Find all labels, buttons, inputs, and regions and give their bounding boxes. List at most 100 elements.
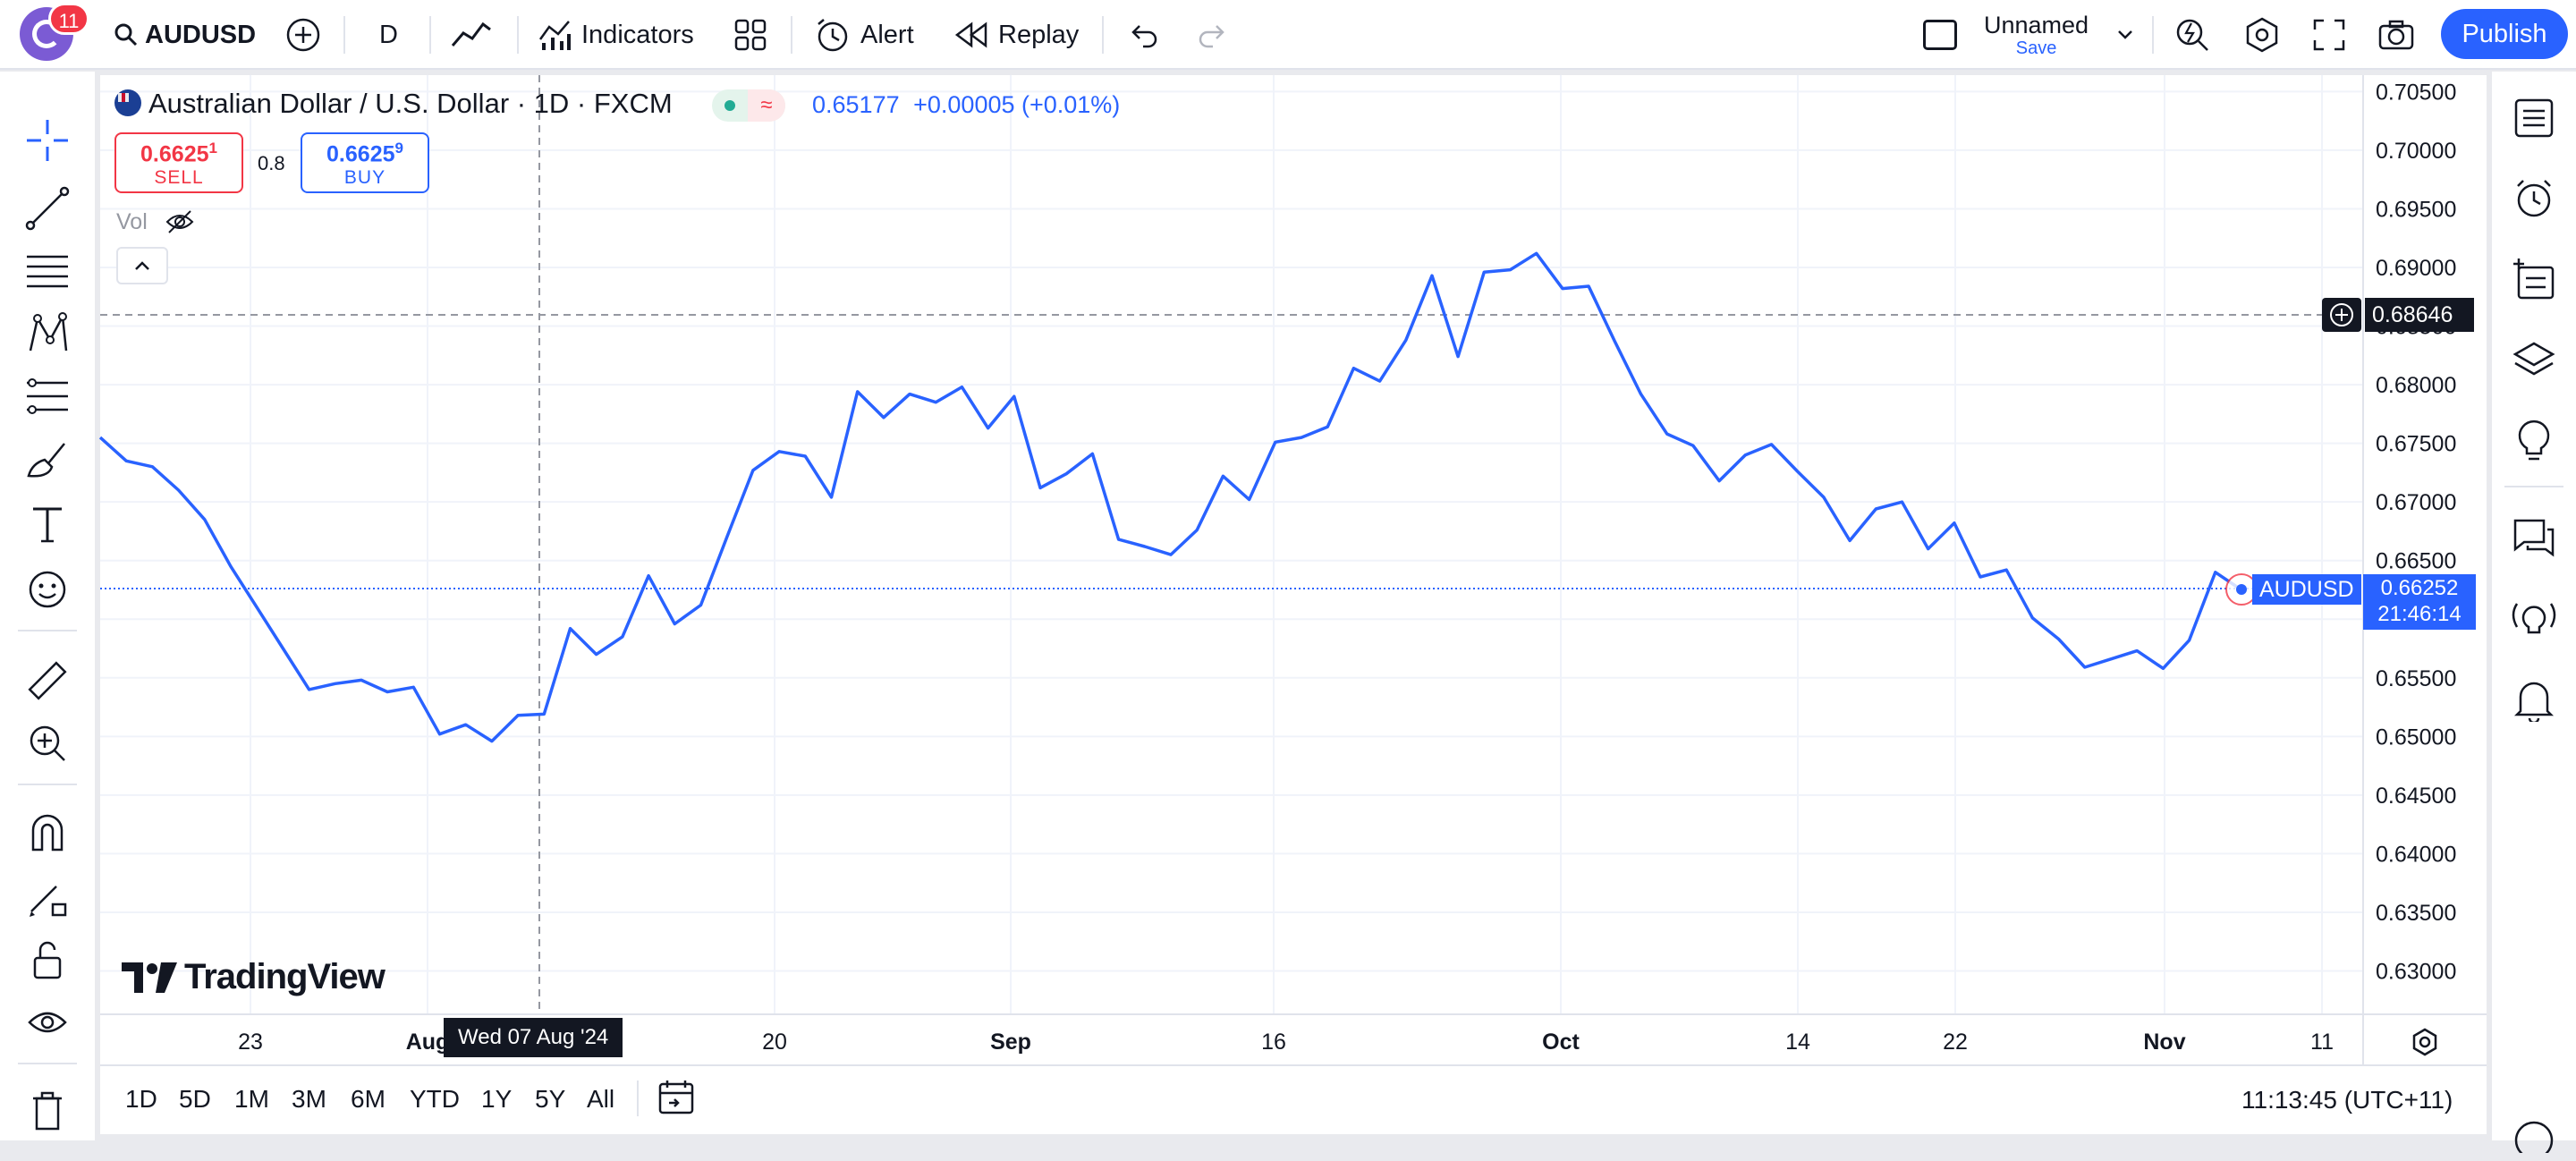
collapse-legend-button[interactable]: [116, 247, 168, 284]
last-price-label: 0.66252 21:46:14: [2363, 574, 2476, 630]
smiley-icon: [29, 571, 66, 608]
pencil-lock-icon: [30, 886, 67, 917]
range-button-1d[interactable]: 1D: [125, 1085, 157, 1113]
chart-pane[interactable]: [100, 75, 2487, 1134]
templates-button[interactable]: [733, 0, 767, 70]
range-button-all[interactable]: All: [587, 1085, 615, 1113]
compare-symbol-button[interactable]: [284, 0, 322, 70]
layout-dropdown[interactable]: [2116, 0, 2134, 70]
lock-all-tool[interactable]: [23, 936, 72, 984]
range-button-6m[interactable]: 6M: [351, 1085, 386, 1113]
square-icon: [1923, 20, 1957, 50]
ideas-button[interactable]: [2508, 414, 2560, 466]
brush-tool[interactable]: [23, 435, 72, 483]
text-tool[interactable]: [23, 501, 72, 549]
layout-checkbox[interactable]: [1923, 0, 1957, 70]
range-button-ytd[interactable]: YTD: [410, 1085, 460, 1113]
time-axis-settings-button[interactable]: [2410, 1027, 2440, 1062]
range-button-5y[interactable]: 5Y: [535, 1085, 566, 1113]
range-button-1y[interactable]: 1Y: [481, 1085, 513, 1113]
range-button-5d[interactable]: 5D: [179, 1085, 211, 1113]
redo-button[interactable]: [1197, 0, 1227, 70]
legend-title[interactable]: Australian Dollar / U.S. Dollar · 1D · F…: [114, 88, 673, 120]
rewind-icon: [954, 21, 987, 48]
alerts-button[interactable]: [2508, 173, 2560, 225]
object-tree-button[interactable]: [2508, 253, 2560, 305]
bell-icon: [2513, 682, 2555, 722]
buy-button[interactable]: 0.66259 BUY: [301, 132, 429, 193]
undo-icon: [1131, 25, 1157, 48]
trash-icon: [33, 1091, 62, 1131]
save-label: Save: [2015, 38, 2057, 58]
indicators-icon: [538, 21, 571, 50]
gear-icon: [2412, 1028, 2437, 1056]
lock-drawing-tool[interactable]: [23, 873, 72, 921]
indicators-label: Indicators: [581, 20, 694, 49]
sell-button[interactable]: 0.66251 SELL: [114, 132, 243, 193]
notifications-button[interactable]: [2508, 674, 2560, 725]
chart-type-button[interactable]: [451, 0, 492, 70]
fib-tool[interactable]: [23, 247, 72, 295]
streams-button[interactable]: [2508, 593, 2560, 645]
zoom-tool[interactable]: [23, 719, 72, 767]
pattern-tool[interactable]: [23, 309, 72, 358]
range-button-3m[interactable]: 3M: [292, 1085, 326, 1113]
layout-name-button[interactable]: Unnamed Save: [1984, 0, 2089, 70]
list-icon: [2514, 98, 2554, 138]
crosshair-tool[interactable]: [23, 116, 72, 165]
undo-button[interactable]: [1129, 0, 1159, 70]
broadcast-idea-icon: [2512, 603, 2556, 634]
crosshair-add-button[interactable]: [2322, 298, 2361, 332]
market-status-badge[interactable]: ≈: [712, 89, 785, 122]
legend-change: +0.00005 (+0.01%): [913, 91, 1121, 118]
alert-button[interactable]: Alert: [814, 0, 914, 70]
publish-button[interactable]: Publish: [2441, 9, 2568, 59]
replay-button[interactable]: Replay: [953, 0, 1079, 70]
crosshair-icon: [27, 120, 68, 161]
range-button-1m[interactable]: 1M: [234, 1085, 269, 1113]
sell-price: 0.6625: [140, 141, 209, 167]
timezone-clock[interactable]: 11:13:45 (UTC+11): [2241, 1086, 2453, 1114]
indicators-button[interactable]: Indicators: [538, 0, 694, 70]
search-icon: [114, 23, 138, 47]
remove-drawings-tool[interactable]: [23, 1088, 72, 1136]
delayed-data-icon: ≈: [748, 89, 785, 122]
list-add-icon: [2513, 258, 2555, 300]
symbol-search-button[interactable]: AUDUSD: [113, 0, 256, 70]
hide-drawings-tool[interactable]: [23, 998, 72, 1047]
plus-circle-icon: [286, 18, 320, 52]
interval-button[interactable]: D: [379, 20, 398, 49]
magnet-tool[interactable]: [23, 809, 72, 857]
top-toolbar: 11 AUDUSD D Indicators Alert Replay Unna…: [0, 0, 2576, 70]
layers-button[interactable]: [2508, 334, 2560, 386]
chevron-down-icon: [2118, 30, 2132, 39]
horizontal-lines-icon: [27, 255, 68, 288]
camera-icon: [2378, 20, 2414, 50]
redo-icon: [1199, 25, 1224, 48]
separator: [637, 1080, 639, 1116]
lightning-search-icon: [2176, 19, 2208, 51]
grid-icon: [734, 19, 767, 51]
chats-button[interactable]: [2508, 513, 2560, 564]
brush-icon: [27, 443, 65, 478]
drawing-toolbar: [0, 72, 95, 1140]
eye-icon: [28, 1012, 67, 1033]
help-button[interactable]: [2508, 1109, 2560, 1161]
tradingview-logo[interactable]: TradingView: [122, 957, 386, 997]
tv-logo-text: TradingView: [184, 957, 386, 996]
snapshot-button[interactable]: [2377, 0, 2415, 70]
forecast-tool[interactable]: [23, 372, 72, 420]
replay-label: Replay: [998, 20, 1080, 49]
measure-tool[interactable]: [23, 657, 72, 705]
settings-button[interactable]: [2243, 0, 2281, 70]
fullscreen-button[interactable]: [2313, 0, 2345, 70]
text-icon: [33, 507, 62, 543]
volume-legend[interactable]: Vol: [116, 209, 195, 235]
emoji-tool[interactable]: [23, 565, 72, 614]
watchlist-button[interactable]: [2508, 92, 2560, 144]
goto-date-button[interactable]: [657, 1079, 696, 1121]
sliders-icon: [27, 378, 68, 414]
last-price-value: 0.66252: [2380, 576, 2459, 600]
trend-line-tool[interactable]: [23, 184, 72, 233]
quick-search-button[interactable]: [2174, 0, 2211, 70]
